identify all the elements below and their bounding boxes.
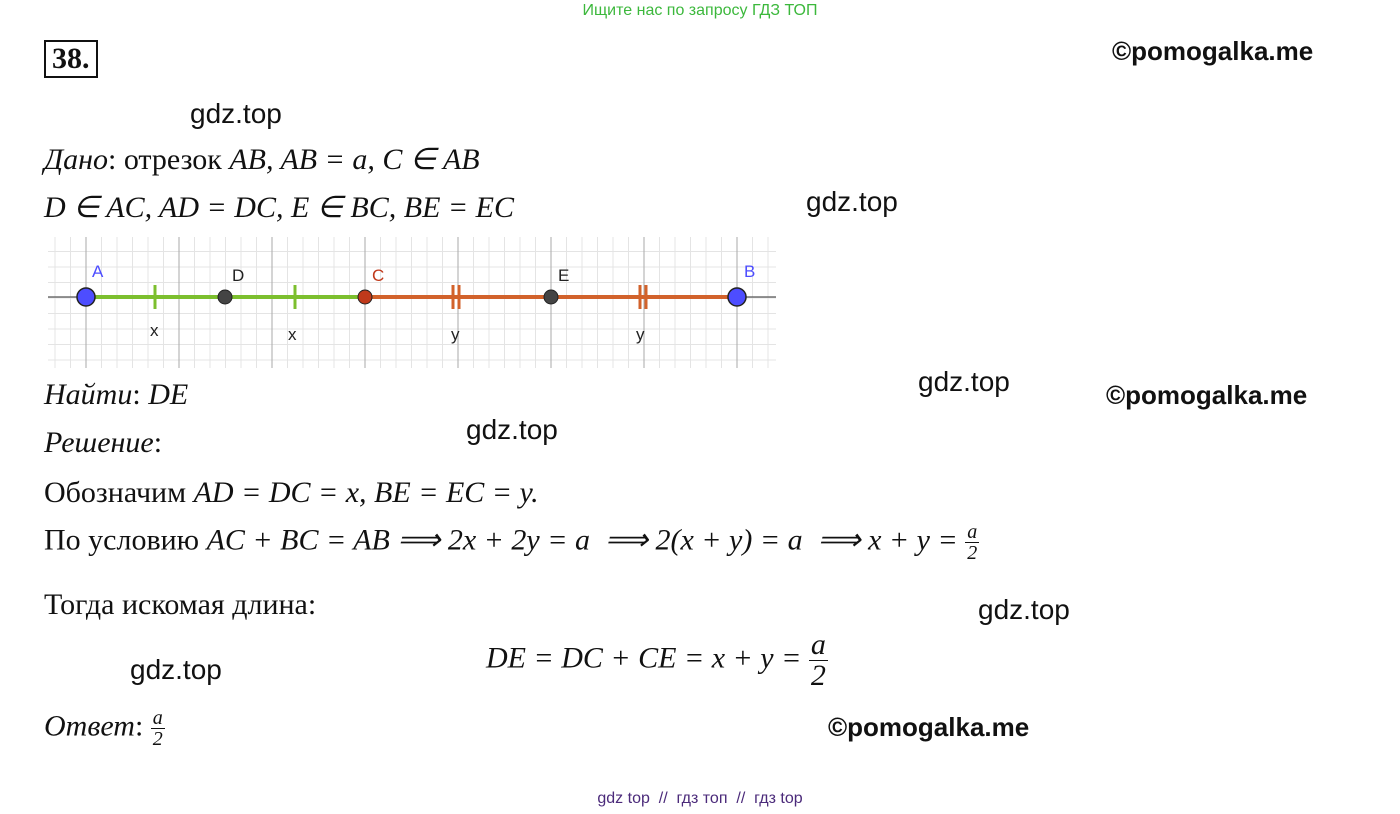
watermark: ©pomogalka.me xyxy=(1106,380,1308,410)
point-label: B xyxy=(744,262,755,281)
solution-label: Решение xyxy=(44,426,154,459)
point-label: E xyxy=(558,266,569,285)
math: AD = DC = x, BE = EC = y. xyxy=(193,476,539,509)
solution-line: Тогда искомая длина: xyxy=(44,588,317,621)
segment-label: x xyxy=(150,321,159,340)
segment-label: y xyxy=(451,325,460,344)
banner: Ищите нас по запросу ГДЗ ТОП xyxy=(582,2,818,19)
watermark: gdz.top xyxy=(978,594,1070,625)
watermark: ©pomogalka.me xyxy=(828,712,1030,742)
denominator: 2 xyxy=(967,542,978,564)
solution-heading: Решение: xyxy=(44,426,163,459)
segment-label: x xyxy=(288,325,297,344)
point-label: D xyxy=(232,266,244,285)
word: По условию xyxy=(44,523,200,557)
segment-label: y xyxy=(636,325,645,344)
given-math: AB, AB = a, C ∈ AB xyxy=(229,143,480,176)
denominator: 2 xyxy=(152,728,163,750)
math: AC + BC = AB ⟹ 2x + 2y = a ⟹ 2(x + y) = … xyxy=(206,523,958,557)
answer-label: Ответ xyxy=(44,709,135,743)
solution-line: По условию AC + BC = AB ⟹ 2x + 2y = a ⟹ … xyxy=(44,521,980,564)
solution-line: Обозначим AD = DC = x, BE = EC = y. xyxy=(44,476,539,510)
watermark: gdz.top xyxy=(466,414,558,445)
watermark: gdz.top xyxy=(918,366,1010,397)
point-label: A xyxy=(92,262,104,281)
watermark: gdz.top xyxy=(190,98,282,129)
find-value: DE xyxy=(148,378,189,411)
numerator: a xyxy=(808,628,828,661)
given-word: отрезок xyxy=(123,143,222,176)
point-label: C xyxy=(372,266,384,285)
given-line: D ∈ AC, AD = DC, E ∈ BC, BE = EC xyxy=(44,191,514,224)
watermark: ©pomogalka.me xyxy=(1112,36,1314,66)
find-label: Найти xyxy=(44,378,133,411)
problem-number: 38. xyxy=(44,40,98,78)
numerator: a xyxy=(150,707,165,729)
watermark: gdz.top xyxy=(130,654,222,685)
math: DE = DC + CE = x + y = xyxy=(486,641,802,675)
given-line: Дано: отрезок AB, AB = a, C ∈ AB xyxy=(44,143,480,176)
diagram: A D C E B x x y y xyxy=(48,237,776,368)
watermark: gdz.top xyxy=(806,186,898,217)
given-label: Дано xyxy=(44,143,108,176)
footer: gdz top // гдз топ // гдз top xyxy=(597,790,803,807)
word: Обозначим xyxy=(44,476,187,509)
numerator: a xyxy=(965,521,980,543)
denominator: 2 xyxy=(810,659,826,692)
find-line: Найти: DE xyxy=(44,378,189,411)
